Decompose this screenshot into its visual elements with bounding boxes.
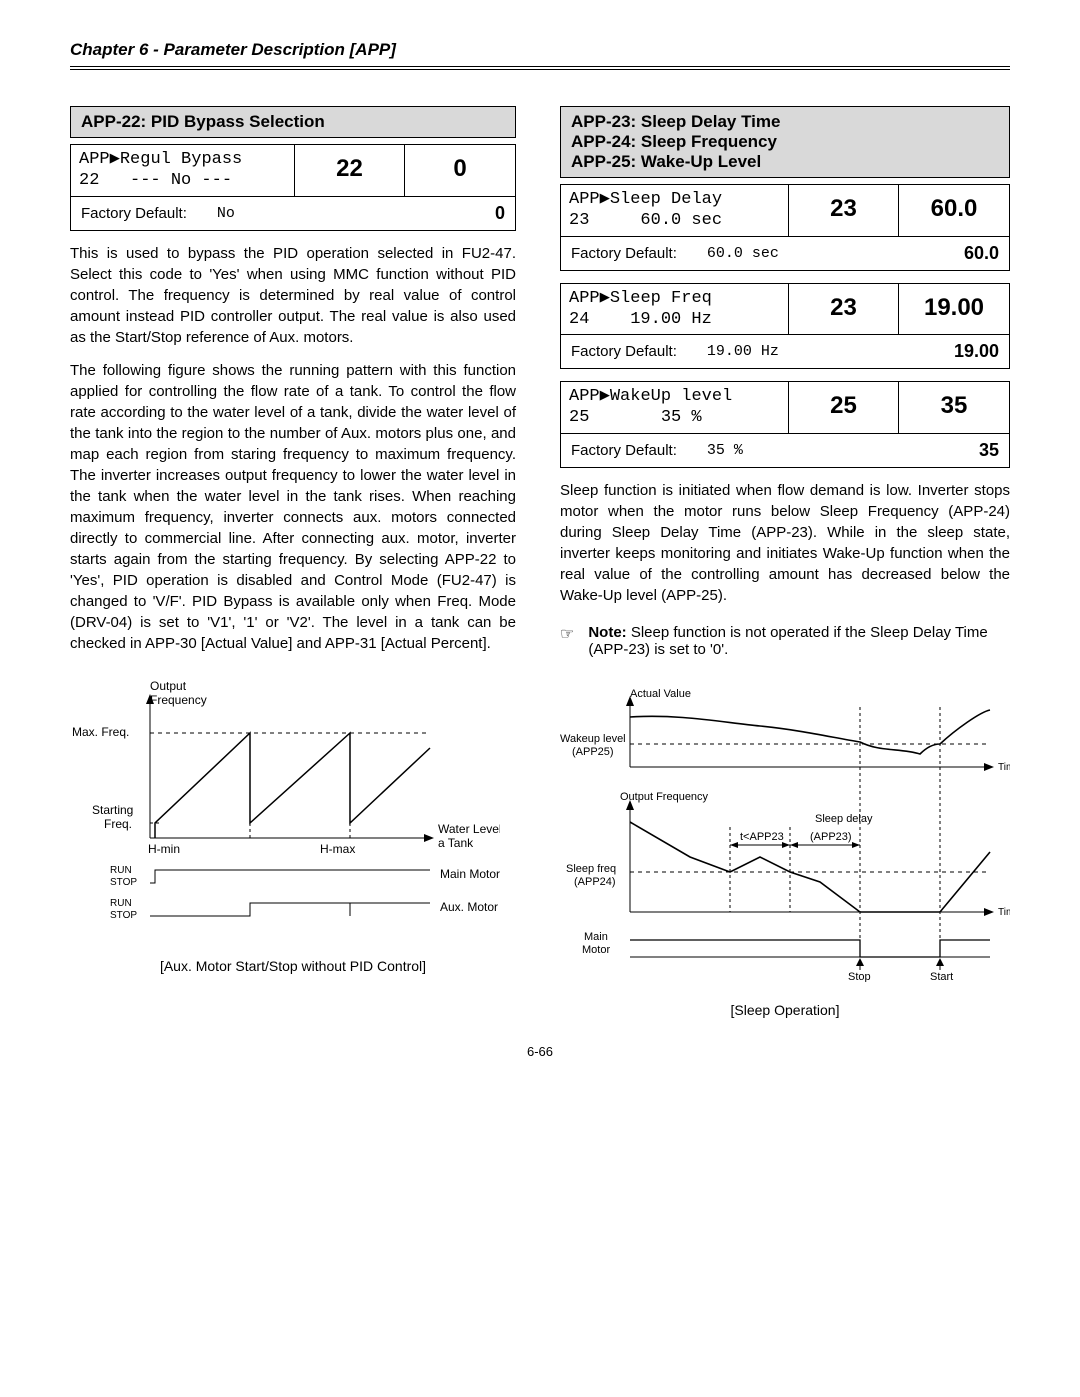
l: 25 35 % xyxy=(569,408,702,427)
svg-text:Output: Output xyxy=(150,679,187,693)
svg-text:t<APP23: t<APP23 xyxy=(740,831,784,843)
svg-text:(APP24): (APP24) xyxy=(574,876,616,888)
title-app25: APP-25: Wake-Up Level xyxy=(571,152,999,172)
app23-value: 60.0 xyxy=(899,185,1009,236)
svg-text:STOP: STOP xyxy=(110,877,137,888)
fd-val: No xyxy=(187,205,495,222)
param-app23-25-title: APP-23: Sleep Delay Time APP-24: Sleep F… xyxy=(560,106,1010,178)
app22-value: 0 xyxy=(405,145,515,196)
note-text: Note: Sleep function is not operated if … xyxy=(588,624,1010,658)
l: 24 19.00 Hz xyxy=(569,310,712,329)
l: 23 60.0 sec xyxy=(569,211,722,230)
fd-bold: 60.0 xyxy=(964,243,999,264)
svg-text:RUN: RUN xyxy=(110,898,132,909)
app25-fd: Factory Default: 35 % 35 xyxy=(560,433,1010,468)
right-paragraph: Sleep function is initiated when flow de… xyxy=(560,480,1010,606)
left-chart: Output Frequency Max. Freq. Starting Fre… xyxy=(70,678,516,942)
page-number: 6-66 xyxy=(70,1044,1010,1059)
page-header: Chapter 6 - Parameter Description [APP] xyxy=(70,40,1010,70)
app23-code: 23 xyxy=(789,185,899,236)
app24-code: 23 xyxy=(789,284,899,335)
right-column: APP-23: Sleep Delay Time APP-24: Sleep F… xyxy=(560,106,1010,1018)
l: APP▶Sleep Freq xyxy=(569,289,712,308)
app25-value: 35 xyxy=(899,382,1009,433)
svg-text:Starting: Starting xyxy=(92,803,133,817)
left-column: APP-22: PID Bypass Selection APP▶Regul B… xyxy=(70,106,516,1018)
svg-text:Aux. Motor: Aux. Motor xyxy=(440,900,498,914)
app22-lcd-row: APP▶Regul Bypass 22 --- No --- 22 0 xyxy=(70,144,516,197)
app25-lcd: APP▶WakeUp level 25 35 % xyxy=(561,382,789,433)
app25-code: 25 xyxy=(789,382,899,433)
right-figure-caption: [Sleep Operation] xyxy=(560,1002,1010,1018)
svg-text:(APP25): (APP25) xyxy=(572,746,614,758)
svg-text:Max. Freq.: Max. Freq. xyxy=(72,725,129,739)
fd-label: Factory Default: xyxy=(571,442,677,459)
svg-text:Freq.: Freq. xyxy=(104,817,132,831)
right-chart: Actual Value Time Wakeup level (APP25) O… xyxy=(560,682,1010,986)
l: APP▶WakeUp level xyxy=(569,387,732,406)
fd-label: Factory Default: xyxy=(81,205,187,222)
svg-text:Water Level in: Water Level in xyxy=(438,822,500,836)
title-app24: APP-24: Sleep Frequency xyxy=(571,132,999,152)
fd-bold: 35 xyxy=(979,440,999,461)
app25-lcd-row: APP▶WakeUp level 25 35 % 25 35 xyxy=(560,381,1010,434)
svg-text:H-min: H-min xyxy=(148,842,180,856)
svg-text:Motor: Motor xyxy=(582,944,610,956)
svg-text:Sleep freq: Sleep freq xyxy=(566,863,616,875)
app24-value: 19.00 xyxy=(899,284,1009,335)
lcd-line1: APP▶Regul Bypass xyxy=(79,150,242,169)
left-figure-caption: [Aux. Motor Start/Stop without PID Contr… xyxy=(70,958,516,974)
svg-text:a Tank: a Tank xyxy=(438,836,474,850)
svg-text:(APP23): (APP23) xyxy=(810,831,852,843)
svg-text:RUN: RUN xyxy=(110,865,132,876)
svg-text:Frequency: Frequency xyxy=(150,693,207,707)
pointing-hand-icon: ☞ xyxy=(560,624,574,658)
svg-text:Start: Start xyxy=(930,971,953,982)
fd-bold: 19.00 xyxy=(954,341,999,362)
title-app23: APP-23: Sleep Delay Time xyxy=(571,112,999,132)
app23-lcd-row: APP▶Sleep Delay 23 60.0 sec 23 60.0 xyxy=(560,184,1010,237)
svg-text:STOP: STOP xyxy=(110,910,137,921)
app22-paragraph2: The following figure shows the running p… xyxy=(70,360,516,654)
app22-factory-default: Factory Default: No 0 xyxy=(70,196,516,231)
svg-text:Main: Main xyxy=(584,931,608,943)
svg-text:H-max: H-max xyxy=(320,842,355,856)
app22-lcd-display: APP▶Regul Bypass 22 --- No --- xyxy=(71,145,295,196)
app24-fd: Factory Default: 19.00 Hz 19.00 xyxy=(560,334,1010,369)
app22-paragraph1: This is used to bypass the PID operation… xyxy=(70,243,516,348)
app23-lcd: APP▶Sleep Delay 23 60.0 sec xyxy=(561,185,789,236)
fd-val: 60.0 sec xyxy=(677,245,964,262)
note-block: ☞ Note: Sleep function is not operated i… xyxy=(560,624,1010,658)
svg-text:Wakeup level: Wakeup level xyxy=(560,733,626,745)
fd-label: Factory Default: xyxy=(571,343,677,360)
svg-text:Main Motor: Main Motor xyxy=(440,867,500,881)
svg-text:Time: Time xyxy=(998,762,1010,773)
app23-fd: Factory Default: 60.0 sec 60.0 xyxy=(560,236,1010,271)
note-label: Note: xyxy=(588,624,626,641)
fd-bold: 0 xyxy=(495,203,505,224)
svg-text:Sleep delay: Sleep delay xyxy=(815,813,873,825)
l: APP▶Sleep Delay xyxy=(569,190,722,209)
app24-lcd-row: APP▶Sleep Freq 24 19.00 Hz 23 19.00 xyxy=(560,283,1010,336)
fd-label: Factory Default: xyxy=(571,245,677,262)
lcd-line2: 22 --- No --- xyxy=(79,171,232,190)
app24-lcd: APP▶Sleep Freq 24 19.00 Hz xyxy=(561,284,789,335)
param-app22-title: APP-22: PID Bypass Selection xyxy=(70,106,516,138)
svg-text:Output Frequency: Output Frequency xyxy=(620,791,709,803)
fd-val: 19.00 Hz xyxy=(677,343,954,360)
note-body: Sleep function is not operated if the Sl… xyxy=(588,624,987,658)
svg-text:Stop: Stop xyxy=(848,971,871,982)
svg-text:Time: Time xyxy=(998,907,1010,918)
fd-val: 35 % xyxy=(677,442,979,459)
svg-text:Actual Value: Actual Value xyxy=(630,688,691,700)
app22-code: 22 xyxy=(295,145,405,196)
